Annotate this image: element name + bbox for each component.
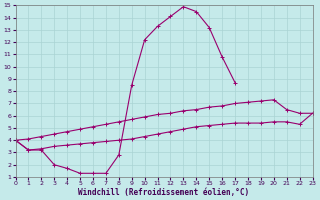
X-axis label: Windchill (Refroidissement éolien,°C): Windchill (Refroidissement éolien,°C) xyxy=(78,188,250,197)
